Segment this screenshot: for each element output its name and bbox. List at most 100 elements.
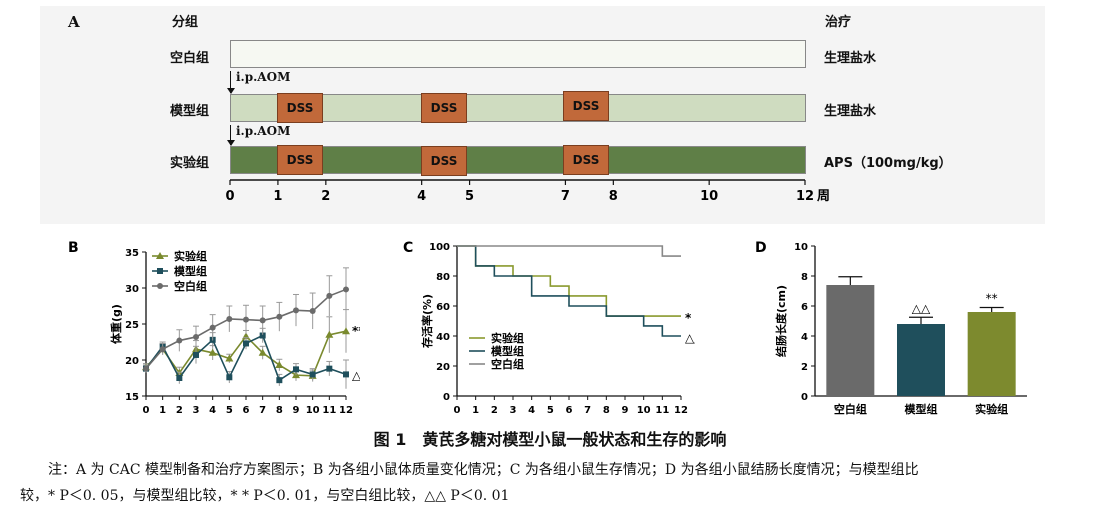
row-bar-model [230, 94, 806, 122]
x-tick-label: 3 [510, 405, 517, 416]
row-label-model: 模型组 [170, 104, 210, 119]
group-header: 分组 [172, 15, 199, 30]
data-point [309, 371, 316, 378]
legend-label: 实验组 [491, 331, 524, 345]
y-tick-label: 8 [801, 272, 808, 283]
y-tick-label: 2 [801, 362, 808, 373]
data-point [343, 286, 349, 293]
bar-1 [897, 324, 945, 396]
aom-arrowhead-model [227, 88, 235, 94]
x-tick-label: 10 [306, 405, 320, 416]
panel-a-letter: A [68, 13, 80, 31]
data-point [226, 374, 233, 381]
panel-d-chart: D 0 2 4 6 8 10 结肠长度(cm) 空白组 模型组 △△ 实验组 ** [755, 240, 1027, 416]
data-point [243, 316, 249, 323]
x-tick-label: 5 [226, 405, 233, 416]
dss-block: DSS [563, 91, 609, 121]
data-point [276, 377, 283, 384]
timeline-tick-label: 12 [796, 189, 814, 204]
y-tick-label: 4 [801, 332, 808, 343]
data-point [293, 366, 299, 373]
y-tick-label: 60 [436, 302, 450, 313]
significance-mark: ** [352, 324, 360, 338]
data-point [193, 351, 199, 358]
y-tick-label: 20 [125, 356, 139, 367]
category-label: 实验组 [975, 402, 1008, 416]
data-point [293, 307, 299, 314]
significance-mark: △△ [912, 301, 931, 315]
x-tick-label: 0 [454, 405, 461, 416]
x-tick-label: 11 [322, 405, 336, 416]
y-tick-label: 40 [436, 332, 450, 343]
y-tick-label: 0 [801, 392, 808, 403]
legend-marker [157, 268, 163, 274]
row-label-blank: 空白组 [170, 51, 210, 66]
panel-d-letter: D [755, 240, 767, 256]
x-tick-label: 9 [293, 405, 300, 416]
data-point [159, 346, 166, 353]
legend-label: 空白组 [174, 279, 207, 293]
y-tick-label: 25 [125, 320, 139, 331]
timeline-tick-label: 7 [561, 189, 570, 204]
dss-block: DSS [277, 145, 323, 175]
y-axis-label: 存活率(%) [420, 294, 434, 348]
survival-curve-1 [457, 245, 681, 337]
y-tick-label: 15 [125, 392, 139, 403]
y-tick-label: 35 [125, 248, 139, 259]
bar-0 [826, 285, 875, 396]
dss-block: DSS [421, 146, 467, 176]
significance-mark: ** [986, 292, 998, 306]
x-tick-label: 8 [276, 405, 283, 416]
y-axis-label: 结肠长度(cm) [774, 285, 788, 358]
aom-label-model: i.p.AOM [236, 70, 291, 84]
x-tick-label: 1 [159, 405, 166, 416]
y-tick-label: 30 [125, 284, 139, 295]
y-axis-label: 体重(g) [109, 304, 123, 344]
timeline-tick-label: 8 [609, 189, 618, 204]
data-point [208, 348, 217, 356]
timeline-tick-label: 4 [417, 189, 426, 204]
panel-c-chart: C0204060801000123456789101112周存活率(%)实验组模… [403, 240, 695, 416]
legend-marker [156, 252, 164, 259]
y-tick-label: 80 [436, 272, 450, 283]
bar-2 [967, 312, 1016, 396]
timeline-tick-label: 1 [273, 189, 282, 204]
panel-b-letter: B [68, 240, 79, 256]
x-tick-label: 12 [674, 405, 688, 416]
legend-label: 模型组 [174, 264, 207, 278]
x-tick-label: 4 [209, 405, 216, 416]
data-point [209, 324, 216, 331]
timeline-tick-label: 2 [321, 189, 330, 204]
x-tick-label: 6 [566, 405, 573, 416]
panel-c-letter: C [403, 240, 413, 256]
row-treatment-model: 生理盐水 [824, 104, 877, 119]
x-tick-label: 0 [143, 405, 150, 416]
y-tick-label: 6 [801, 302, 808, 313]
data-point [176, 337, 183, 344]
aom-arrowhead-exp [227, 140, 235, 146]
data-point [258, 348, 267, 356]
legend-label: 模型组 [491, 344, 524, 358]
row-bar-blank [230, 40, 806, 68]
aom-arrow-model [230, 71, 231, 93]
data-point [176, 375, 183, 381]
row-bar-exp [230, 146, 806, 174]
data-point [143, 365, 149, 372]
x-tick-label: 6 [243, 405, 250, 416]
figure-caption: 图 1 黄芪多糖对模型小鼠一般状态和生存的影响 [373, 430, 727, 449]
aom-arrow-exp [230, 125, 231, 145]
significance-mark: △△ [352, 368, 360, 382]
dss-block: DSS [421, 93, 467, 123]
panel-b-chart: B15202530350123456789101112周体重(g)实验组模型组空… [68, 240, 360, 416]
data-point [243, 340, 249, 347]
x-tick-label: 10 [637, 405, 651, 416]
dss-block: DSS [563, 145, 609, 175]
x-tick-label: 9 [622, 405, 629, 416]
data-point [325, 330, 334, 338]
data-point [225, 354, 234, 362]
x-tick-label: 4 [528, 405, 535, 416]
row-treatment-exp: APS（100mg/kg） [824, 156, 952, 171]
timeline-tick-label: 5 [465, 189, 474, 204]
legend-marker [157, 283, 163, 289]
x-tick-label: 2 [176, 405, 183, 416]
